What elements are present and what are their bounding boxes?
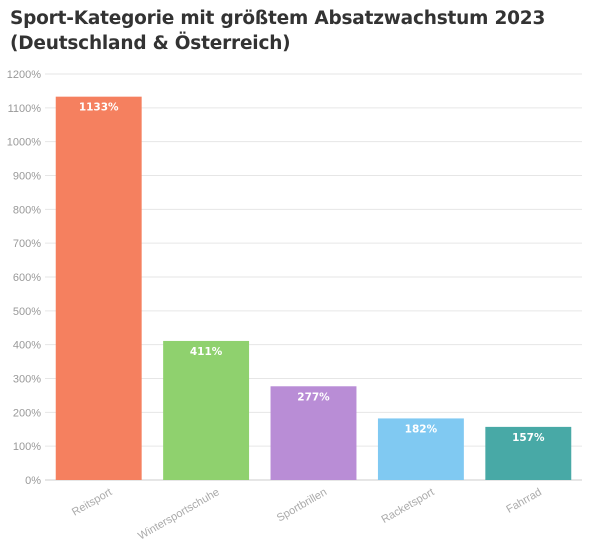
chart-title: Sport-Kategorie mit größtem Absatzwachst… (10, 8, 546, 54)
y-tick-label: 700% (13, 238, 41, 250)
bars (55, 96, 572, 480)
x-category-label: Racketsport (380, 486, 437, 526)
x-category-label: Wintersportschuhe (136, 486, 221, 542)
y-tick-label: 900% (13, 171, 41, 183)
data-labels: 1133% 411% 277% 182% 157% (79, 102, 545, 444)
y-tick-label: 0% (25, 475, 41, 487)
y-tick-label: 400% (13, 340, 41, 352)
y-tick-label: 1100% (8, 103, 42, 115)
data-label: 157% (512, 432, 545, 444)
y-tick-label: 300% (13, 374, 41, 386)
y-tick-label: 1200% (7, 69, 41, 81)
bar (485, 426, 572, 480)
data-label: 277% (297, 391, 330, 403)
y-axis-ticks: 0% 100% 200% 300% 400% 500% 600% 700% 800% 900% 10… (7, 69, 41, 487)
bar (270, 386, 357, 480)
y-tick-label: 200% (13, 407, 41, 419)
data-label: 411% (190, 346, 223, 358)
y-tick-label: 1000% (7, 137, 41, 149)
data-label: 182% (405, 423, 438, 435)
y-tick-label: 800% (13, 204, 41, 216)
bar (163, 340, 250, 480)
y-tick-label: 600% (13, 272, 41, 284)
x-axis-categories: Reitsport Wintersportschuhe Sportbrillen Ra… (70, 486, 544, 542)
x-category-label: Sportbrillen (275, 486, 329, 524)
bar (377, 418, 464, 480)
x-category-label: Fahrrad (504, 486, 543, 516)
x-category-label: Reitsport (70, 486, 114, 518)
y-tick-label: 500% (13, 306, 41, 318)
data-label: 1133% (79, 102, 119, 114)
bar (55, 96, 142, 480)
y-tick-label: 100% (13, 441, 41, 453)
